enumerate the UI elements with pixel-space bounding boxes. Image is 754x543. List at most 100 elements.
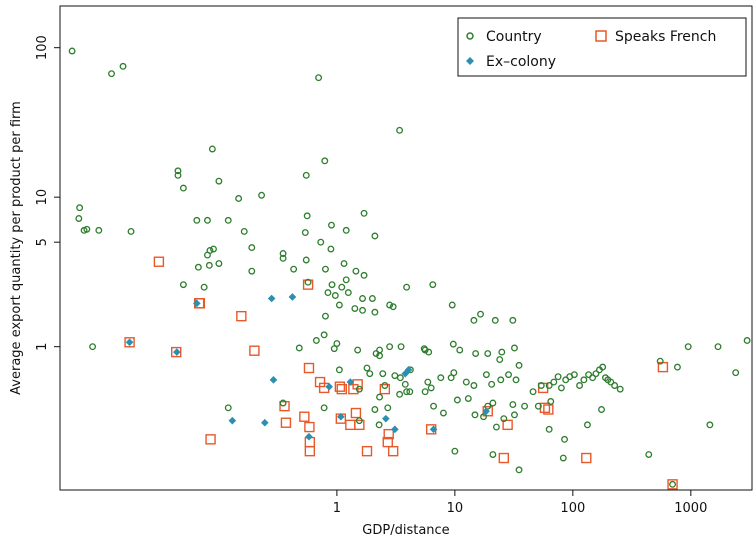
country-point	[471, 411, 479, 419]
country-point	[335, 301, 343, 309]
country-point	[515, 466, 523, 474]
x-tick-label: 100	[560, 501, 585, 516]
y-tick-label: 100	[35, 35, 50, 60]
country-point	[706, 421, 714, 429]
country-point	[505, 371, 512, 379]
country-point	[589, 374, 597, 382]
country-point	[515, 361, 523, 369]
country-point	[545, 425, 553, 433]
speaks-french-point	[205, 434, 216, 445]
country-point	[570, 371, 578, 379]
country-point	[89, 343, 97, 351]
country-point	[376, 352, 384, 360]
ex-colony-point	[193, 299, 201, 308]
country-point	[450, 369, 458, 377]
speaks-french-point	[153, 256, 165, 267]
legend-ex-colony-marker	[466, 57, 474, 65]
speaks-french-point	[336, 383, 347, 395]
x-axis-title: GDP/distance	[362, 523, 449, 538]
country-point	[389, 303, 397, 311]
plot-frame	[59, 5, 753, 491]
country-point	[333, 340, 341, 347]
country-point	[554, 373, 562, 381]
country-point	[429, 281, 437, 289]
y-axis: 1 5 10 100	[35, 35, 60, 351]
country-point	[453, 396, 461, 404]
country-point	[224, 216, 232, 224]
country-point	[386, 343, 394, 351]
legend-speaks-french-marker	[595, 30, 607, 42]
ex-colony-point	[305, 432, 313, 441]
country-point	[279, 254, 287, 262]
country-point	[645, 451, 653, 458]
ex-colony-point	[404, 366, 413, 374]
speaks-french-point	[543, 404, 554, 415]
country-point	[421, 388, 429, 396]
y-tick-label: 1	[35, 343, 50, 351]
speaks-french-point	[502, 419, 513, 431]
country-point	[684, 343, 692, 351]
ex-colony-point	[288, 293, 297, 301]
country-point	[449, 340, 457, 348]
speaks-french-point	[171, 346, 182, 358]
country-point	[248, 244, 256, 252]
ex-colony-point	[269, 376, 278, 384]
speaks-french-point	[304, 445, 316, 457]
country-point	[425, 348, 433, 356]
country-point	[355, 417, 363, 425]
country-point	[545, 382, 553, 389]
speaks-french-point	[299, 411, 310, 422]
country-point	[80, 226, 88, 234]
speaks-french-point	[304, 421, 315, 433]
country-point	[235, 195, 243, 202]
country-point	[204, 216, 211, 224]
country-point	[430, 402, 438, 410]
country-point	[321, 312, 329, 320]
ex-colony-point	[325, 382, 333, 391]
country-point	[403, 388, 411, 396]
country-point	[386, 301, 394, 309]
country-point	[561, 435, 568, 443]
country-point	[484, 402, 492, 410]
speaks-french-point	[302, 279, 314, 290]
country-point	[359, 306, 366, 314]
country-point	[355, 385, 363, 393]
country-point	[497, 376, 505, 384]
country-point	[592, 370, 600, 378]
country-point	[360, 271, 368, 279]
ex-colony-point	[346, 378, 355, 386]
country-point	[342, 276, 350, 284]
country-point	[489, 451, 497, 458]
country-point	[456, 346, 464, 354]
country-point	[484, 350, 492, 357]
country-point	[95, 226, 103, 234]
speaks-french-point	[352, 379, 363, 390]
ex-colony-point	[382, 414, 390, 423]
country-point	[599, 363, 607, 371]
speaks-french-point	[124, 337, 135, 348]
ex-colony-point	[125, 338, 134, 347]
country-point	[424, 378, 432, 386]
speaks-french-point	[249, 345, 260, 356]
country-point	[193, 216, 201, 224]
country-point	[477, 310, 484, 318]
ex-colony-point	[261, 418, 269, 427]
ex-colony-point	[228, 416, 237, 425]
legend-speaks-french-label: Speaks French	[615, 29, 716, 45]
country-point	[732, 369, 740, 377]
country-point	[210, 245, 217, 253]
legend-ex-colony-label: Ex–colony	[486, 54, 556, 70]
country-point	[496, 356, 504, 364]
country-point	[295, 344, 303, 352]
country-point	[194, 263, 202, 271]
country-point	[328, 221, 335, 229]
country-point	[324, 289, 332, 297]
country-point	[352, 267, 360, 275]
country-point	[379, 370, 387, 378]
x-axis: 1 10 100 1000	[333, 490, 707, 516]
country-point	[607, 378, 615, 386]
country-point	[403, 283, 411, 291]
country-point	[258, 191, 266, 199]
country-point	[492, 423, 500, 431]
